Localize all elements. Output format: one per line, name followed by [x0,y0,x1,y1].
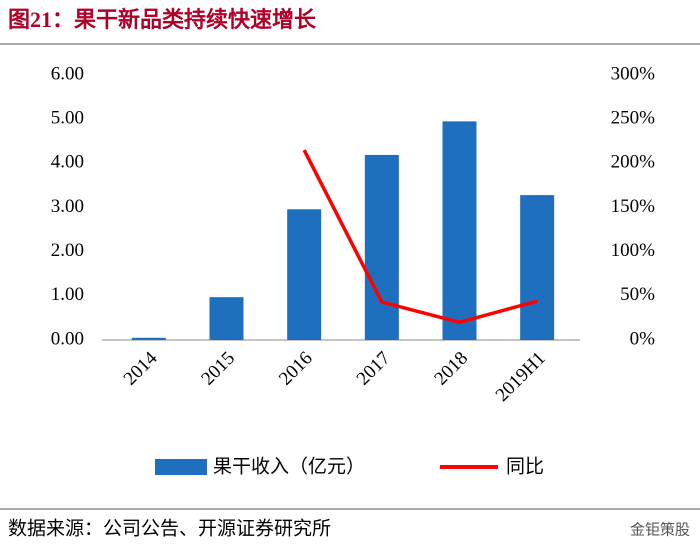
y-tick-label: 0.00 [51,328,84,349]
x-tick-label: 2016 [275,348,317,390]
y-tick-label: 6.00 [51,63,84,84]
y-tick-label: 1.00 [51,284,84,305]
bar [209,297,244,340]
y2-tick-label: 50% [620,284,655,305]
bar [520,195,555,340]
legend-label: 同比 [506,455,544,477]
x-tick-label: 2015 [197,348,239,390]
bar [442,121,477,340]
bar [364,154,399,340]
y-tick-label: 2.00 [51,240,84,261]
y2-tick-label: 200% [611,152,656,173]
legend-swatch [155,459,207,475]
legend-label: 果干收入（亿元） [213,455,365,477]
x-tick-label: 2017 [353,348,395,390]
y2-tick-label: 250% [611,108,656,129]
y2-tick-label: 100% [611,240,656,261]
x-tick-label: 2019H1 [492,348,550,406]
line [302,149,538,325]
x-tick-label: 2014 [120,347,162,389]
y-tick-label: 5.00 [51,108,84,129]
y2-tick-label: 300% [611,63,656,84]
source: 数据来源：公司公告、开源证券研究所 [8,517,331,539]
bar [287,209,322,340]
x-tick-label: 2018 [430,348,472,390]
bar [131,337,166,340]
chart-title: 图21：果干新品类持续快速增长 [8,7,317,32]
y2-tick-label: 150% [611,196,656,217]
y-tick-label: 3.00 [51,196,84,217]
y-tick-label: 4.00 [51,152,84,173]
watermark: 金钜策股 [630,521,690,539]
y2-tick-label: 0% [630,328,656,349]
